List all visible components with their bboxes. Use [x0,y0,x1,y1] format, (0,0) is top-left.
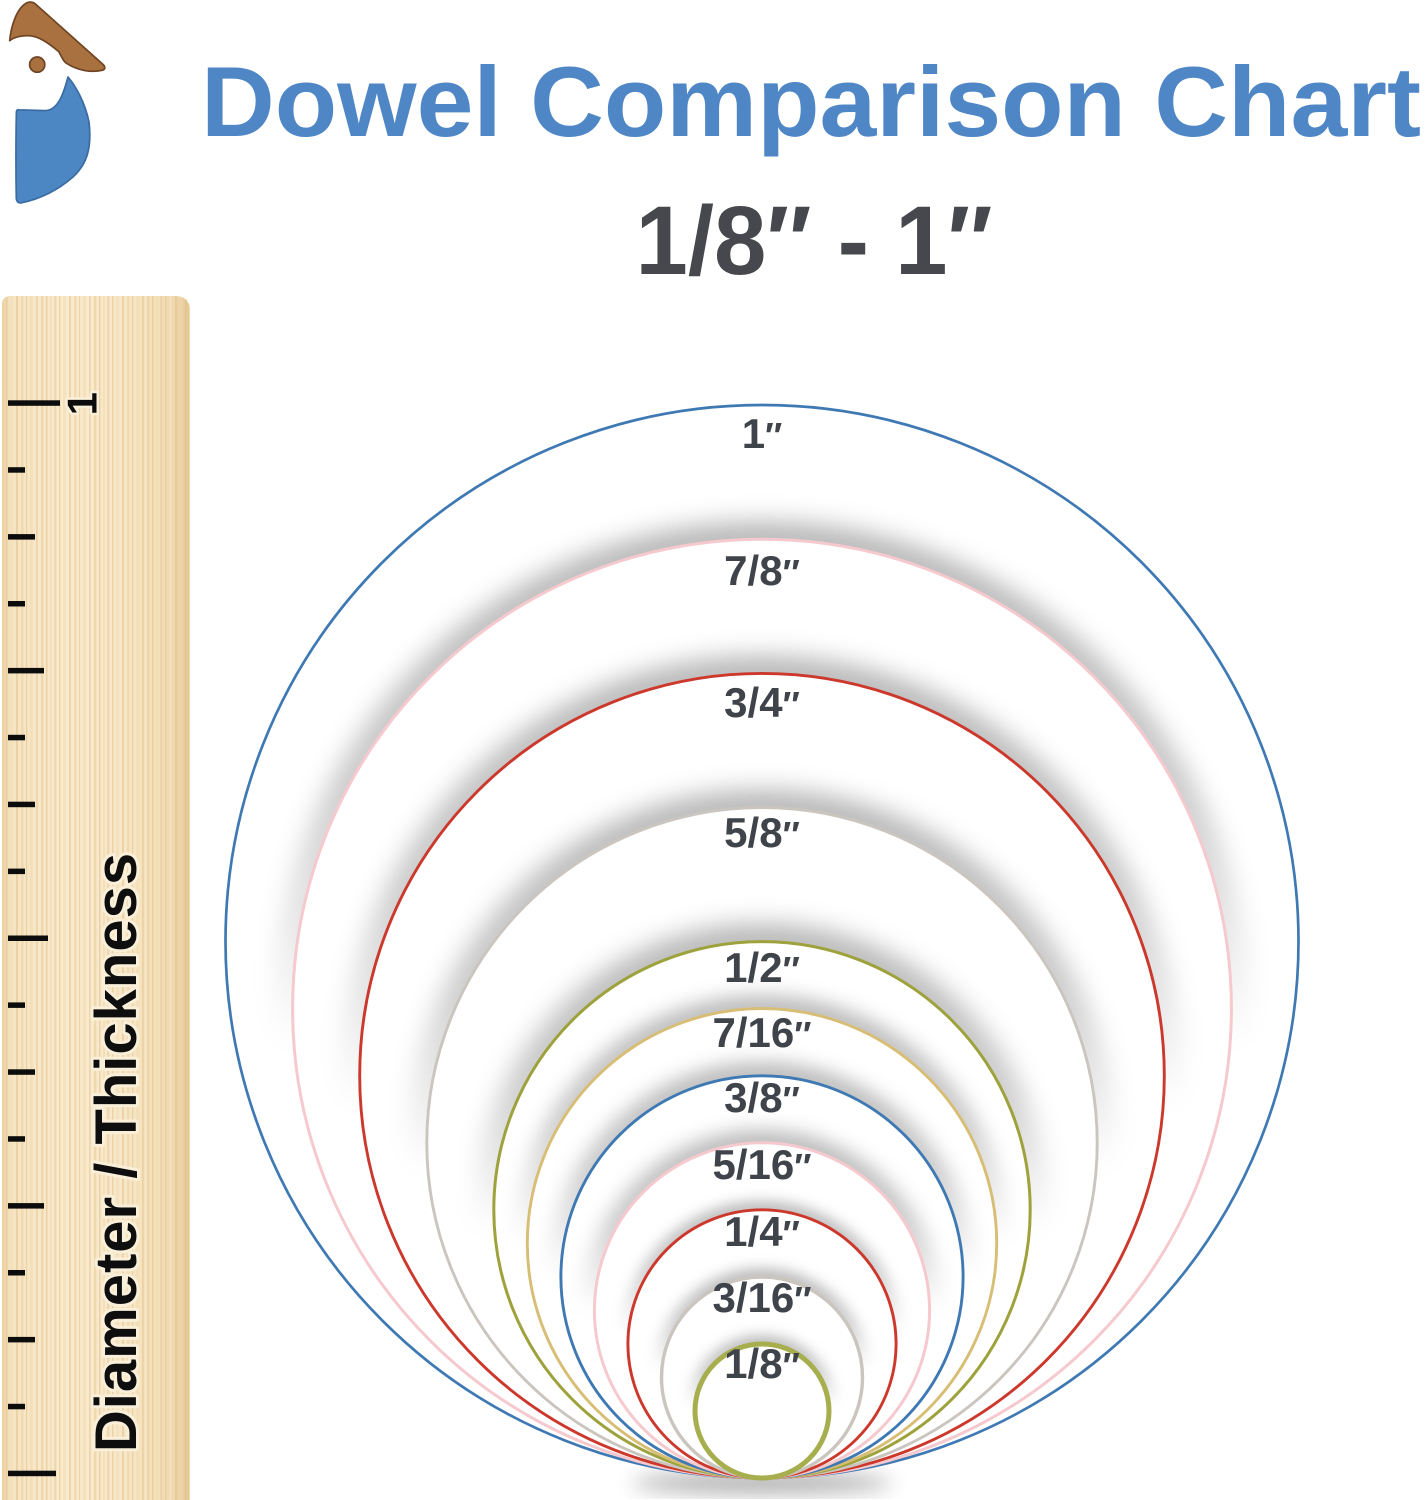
svg-text:1/4″: 1/4″ [724,1208,800,1255]
svg-text:Diameter / Thickness: Diameter / Thickness [84,852,149,1452]
svg-text:1/8″ - 1″: 1/8″ - 1″ [636,186,993,295]
svg-text:3/4″: 3/4″ [724,679,800,726]
svg-text:7/16″: 7/16″ [713,1009,812,1056]
svg-text:5/16″: 5/16″ [713,1141,812,1188]
svg-text:Dowel Comparison Chart: Dowel Comparison Chart [201,46,1421,157]
svg-text:1″: 1″ [742,410,783,457]
svg-text:1/8″: 1/8″ [724,1340,800,1387]
svg-text:5/8″: 5/8″ [724,809,800,856]
svg-text:1: 1 [58,392,105,415]
svg-text:7/8″: 7/8″ [724,547,800,594]
svg-text:3/16″: 3/16″ [713,1274,812,1321]
svg-text:1/2″: 1/2″ [724,944,800,991]
svg-text:3/8″: 3/8″ [724,1074,800,1121]
